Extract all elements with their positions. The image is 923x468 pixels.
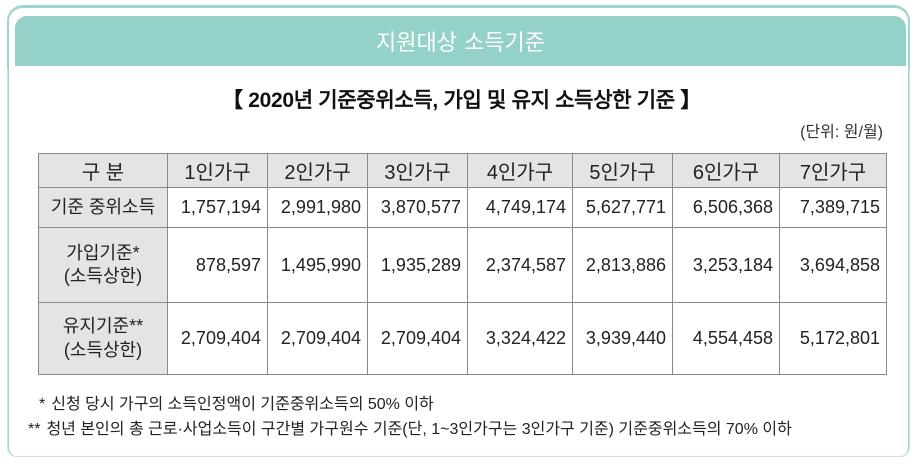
table-row-join-criteria: 가입기준* (소득상한) 878,597 1,495,990 1,935,289… xyxy=(38,227,887,303)
unit-label: (단위: 원/월) xyxy=(800,124,883,141)
row-label: 기준 중위소득 xyxy=(38,187,168,228)
footnote-text: 신청 당시 가구의 소득인정액이 기준중위소득의 50% 이하 xyxy=(51,396,434,413)
table-cell: 5,627,771 xyxy=(572,187,673,228)
row-label: 가입기준* (소득상한) xyxy=(38,227,168,303)
table-cell: 2,709,404 xyxy=(267,302,368,375)
row-label-line2: (소득상한) xyxy=(63,266,143,286)
table-cell: 5,172,801 xyxy=(779,302,887,375)
table-cell: 2,991,980 xyxy=(267,187,368,228)
footnote-mark: ** xyxy=(28,421,41,438)
table-row-maintain-criteria: 유지기준** (소득상한) 2,709,404 2,709,404 2,709,… xyxy=(38,302,887,375)
table-cell: 2,374,587 xyxy=(467,227,573,303)
table-cell: 2,709,404 xyxy=(367,302,468,375)
table-cell: 4,749,174 xyxy=(467,187,573,228)
footnotes: * 신청 당시 가구의 소득인정액이 기준중위소득의 50% 이하 ** 청년 본인… xyxy=(28,392,792,442)
table-header-row: 구 분 1인가구 2인가구 3인가구 4인가구 5인가구 6인가구 7인가구 xyxy=(38,153,887,188)
banner-title: 지원대상 소득기준 xyxy=(376,31,545,56)
table-cell: 6,506,368 xyxy=(672,187,780,228)
table-cell: 7,389,715 xyxy=(779,187,887,228)
table-cell: 1,757,194 xyxy=(167,187,268,228)
document-title: 【 2020년 기준중위소득, 가입 및 유지 소득상한 기준 】 xyxy=(221,89,702,112)
table-cell: 878,597 xyxy=(167,227,268,303)
table-cell: 1,935,289 xyxy=(367,227,468,303)
column-header-1-person: 1인가구 xyxy=(167,153,268,188)
column-header-2-person: 2인가구 xyxy=(267,153,368,188)
table-cell: 3,253,184 xyxy=(672,227,780,303)
footnote-text: 청년 본인의 총 근로·사업소득이 구간별 가구원수 기준(단, 1~3인가구는… xyxy=(46,421,792,438)
column-header-5-person: 5인가구 xyxy=(572,153,673,188)
footnote-join: * 신청 당시 가구의 소득인정액이 기준중위소득의 50% 이하 xyxy=(28,392,792,417)
footnote-maintain: ** 청년 본인의 총 근로·사업소득이 구간별 가구원수 기준(단, 1~3인가… xyxy=(28,417,792,442)
table-cell: 2,709,404 xyxy=(167,302,268,375)
column-header-7-person: 7인가구 xyxy=(779,153,887,188)
table-row-median-income: 기준 중위소득 1,757,194 2,991,980 3,870,577 4,… xyxy=(38,187,887,228)
column-header-4-person: 4인가구 xyxy=(467,153,573,188)
panel-frame xyxy=(7,5,910,457)
column-header-category: 구 분 xyxy=(38,153,168,188)
column-header-6-person: 6인가구 xyxy=(672,153,780,188)
row-label-line2: (소득상한) xyxy=(63,339,143,360)
table-cell: 1,495,990 xyxy=(267,227,368,303)
table-cell: 3,694,858 xyxy=(779,227,887,303)
table-cell: 3,939,440 xyxy=(572,302,673,375)
title-banner: 지원대상 소득기준 xyxy=(15,16,906,66)
table-cell: 3,870,577 xyxy=(367,187,468,228)
row-label-line1: 유지기준** xyxy=(62,316,144,337)
footnote-mark: * xyxy=(39,396,46,413)
column-header-3-person: 3인가구 xyxy=(367,153,468,188)
row-label-line1: 가입기준* xyxy=(66,242,140,263)
row-label-line1: 기준 중위소득 xyxy=(50,196,156,217)
table-cell: 2,813,886 xyxy=(572,227,673,303)
table-cell: 3,324,422 xyxy=(467,302,573,375)
income-standard-table: 구 분 1인가구 2인가구 3인가구 4인가구 5인가구 6인가구 7인가구 기… xyxy=(38,153,887,375)
row-label: 유지기준** (소득상한) xyxy=(38,302,168,375)
table-cell: 4,554,458 xyxy=(672,302,780,375)
